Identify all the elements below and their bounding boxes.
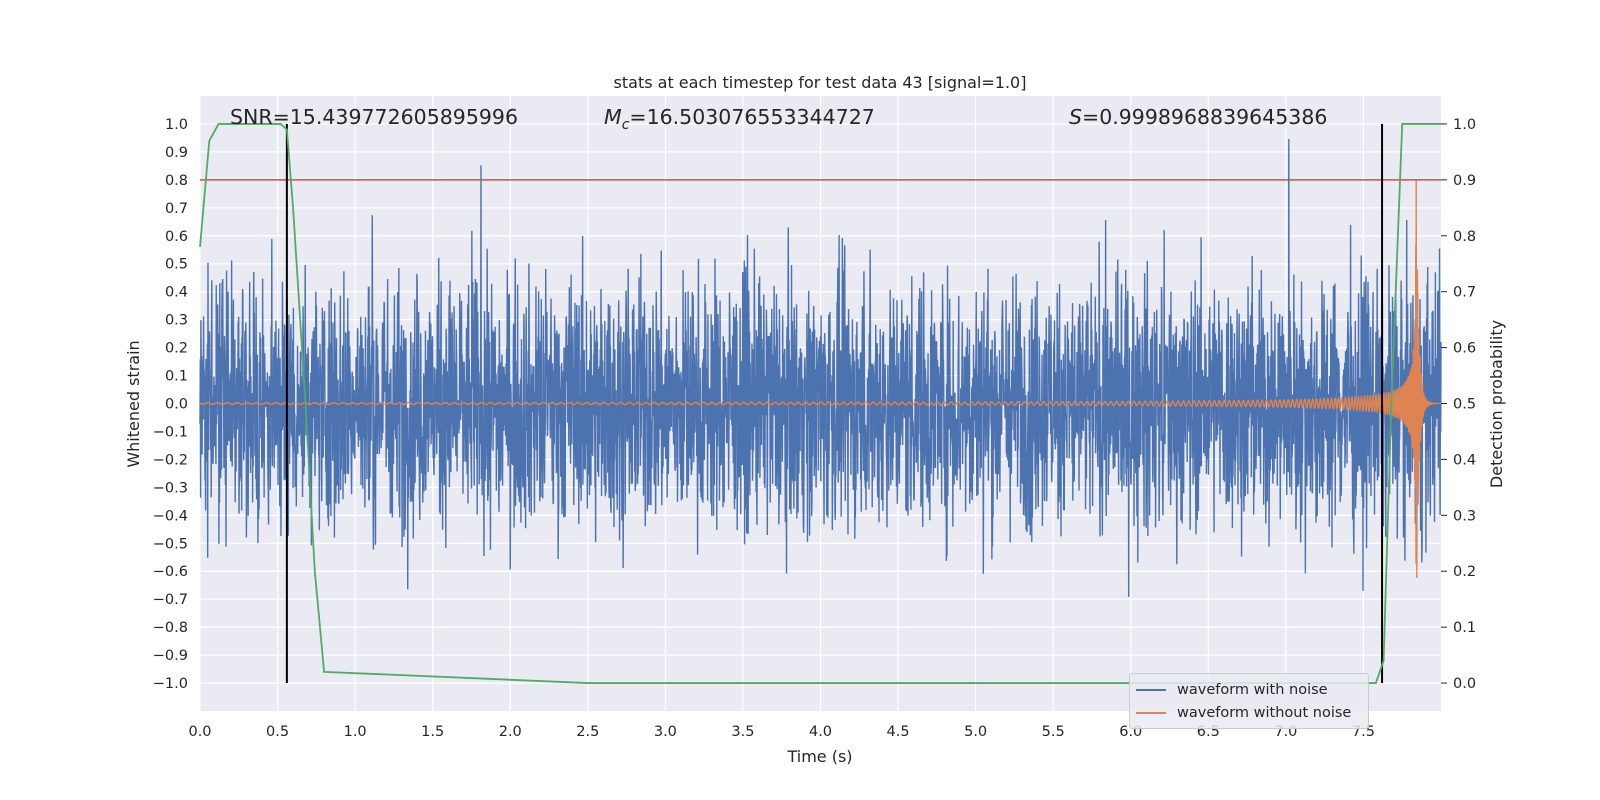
y2-tick-labels: 1.0 0.9 0.8 0.7 0.6 0.5 0.4 0.3 0.2 0.1 0.0 — [1441, 117, 1476, 692]
score-value: =0.9998968839645386 — [1082, 105, 1327, 129]
legend-swatch-noise — [1136, 689, 1166, 691]
y-tick-label: −0.9 — [153, 648, 188, 664]
y-tick-label: 0.7 — [165, 201, 188, 217]
chirp-mass-value: =16.503076553344727 — [629, 105, 874, 129]
score-symbol: S — [1069, 105, 1082, 129]
x-tick-label: 1.0 — [344, 724, 367, 740]
x-tick-label: 0.0 — [188, 724, 211, 740]
y-tick-label: 0.6 — [165, 229, 188, 245]
x-tick-label: 4.0 — [809, 724, 832, 740]
legend-swatch-clean — [1136, 712, 1166, 714]
x-tick-label: 5.0 — [964, 724, 987, 740]
y-tick-label: −0.2 — [153, 452, 188, 468]
y-tick-label: 0.0 — [165, 397, 188, 413]
y-tick-label: 0.3 — [165, 313, 188, 329]
x-axis-label: Time (s) — [786, 747, 852, 766]
y2-tick-label: 0.9 — [1453, 173, 1476, 189]
y-tick-label: 0.2 — [165, 341, 188, 357]
y2-tick-label: 0.1 — [1453, 620, 1476, 636]
x-tick-label: 1.5 — [421, 724, 444, 740]
legend-label-noise: waveform with noise — [1177, 682, 1328, 698]
y-tick-label: 0.1 — [165, 369, 188, 385]
y2-axis-label: Detection probability — [1487, 320, 1506, 488]
event-lines — [285, 123, 1384, 684]
legend-label-clean: waveform without noise — [1177, 705, 1352, 721]
noisy-waveform-line — [199, 138, 1442, 597]
y-tick-label: −0.1 — [153, 424, 188, 440]
y-tick-label: −0.3 — [153, 480, 188, 496]
legend: waveform with noise waveform without noi… — [1129, 673, 1369, 729]
y2-tick-label: 0.4 — [1453, 452, 1476, 468]
y2-tick-label: 0.6 — [1453, 341, 1476, 357]
x-tick-label: 0.5 — [266, 724, 289, 740]
snr-annotation: SNR=15.439772605895996 — [230, 105, 518, 129]
y2-tick-label: 0.2 — [1453, 564, 1476, 580]
y-tick-label: 0.8 — [165, 173, 188, 189]
y-tick-label: 0.4 — [165, 285, 188, 301]
x-tick-label: 3.5 — [731, 724, 754, 740]
chirp-mass-annotation: Mc=16.503076553344727 — [604, 105, 875, 133]
y-tick-label: −0.6 — [153, 564, 188, 580]
score-annotation: S=0.9998968839645386 — [1069, 105, 1327, 129]
y-tick-label: −0.8 — [153, 620, 188, 636]
probability-line — [199, 123, 1441, 684]
y-tick-label: 0.5 — [165, 257, 188, 273]
chirp-mass-symbol: M — [604, 105, 622, 129]
clean-waveform-line — [199, 179, 1442, 579]
y-tick-label: −0.5 — [153, 536, 188, 552]
y2-tick-label: 0.5 — [1453, 397, 1476, 413]
y-tick-label: −0.4 — [153, 508, 188, 524]
y-tick-label: 0.9 — [165, 145, 188, 161]
chirp-mass-subscript: c — [622, 117, 630, 133]
legend-item-noise: waveform with noise — [1136, 680, 1328, 700]
series-waveform-with-noise — [199, 138, 1442, 597]
x-tick-label: 2.0 — [499, 724, 522, 740]
y2-tick-label: 0.7 — [1453, 285, 1476, 301]
x-tick-label: 2.5 — [576, 724, 599, 740]
y-tick-label: −1.0 — [153, 676, 188, 692]
x-tick-label: 4.5 — [887, 724, 910, 740]
x-tick-label: 5.5 — [1042, 724, 1065, 740]
y-tick-label: 1.0 — [165, 117, 188, 133]
y-axis-label: Whitened strain — [124, 340, 143, 467]
y2-tick-label: 0.0 — [1453, 676, 1476, 692]
y-tick-labels: 1.0 0.9 0.8 0.7 0.6 0.5 0.4 0.3 0.2 0.1 0.0 −0.1 −0.… — [153, 117, 188, 692]
y2-tick-label: 0.3 — [1453, 508, 1476, 524]
chart-title: stats at each timestep for test data 43 … — [614, 73, 1027, 92]
series-detection-probability — [199, 123, 1441, 684]
x-tick-label: 3.0 — [654, 724, 677, 740]
y2-tick-label: 1.0 — [1453, 117, 1476, 133]
legend-item-clean: waveform without noise — [1136, 703, 1351, 723]
series-waveform-without-noise — [199, 179, 1442, 579]
y-tick-label: −0.7 — [153, 592, 188, 608]
y2-tick-label: 0.8 — [1453, 229, 1476, 245]
